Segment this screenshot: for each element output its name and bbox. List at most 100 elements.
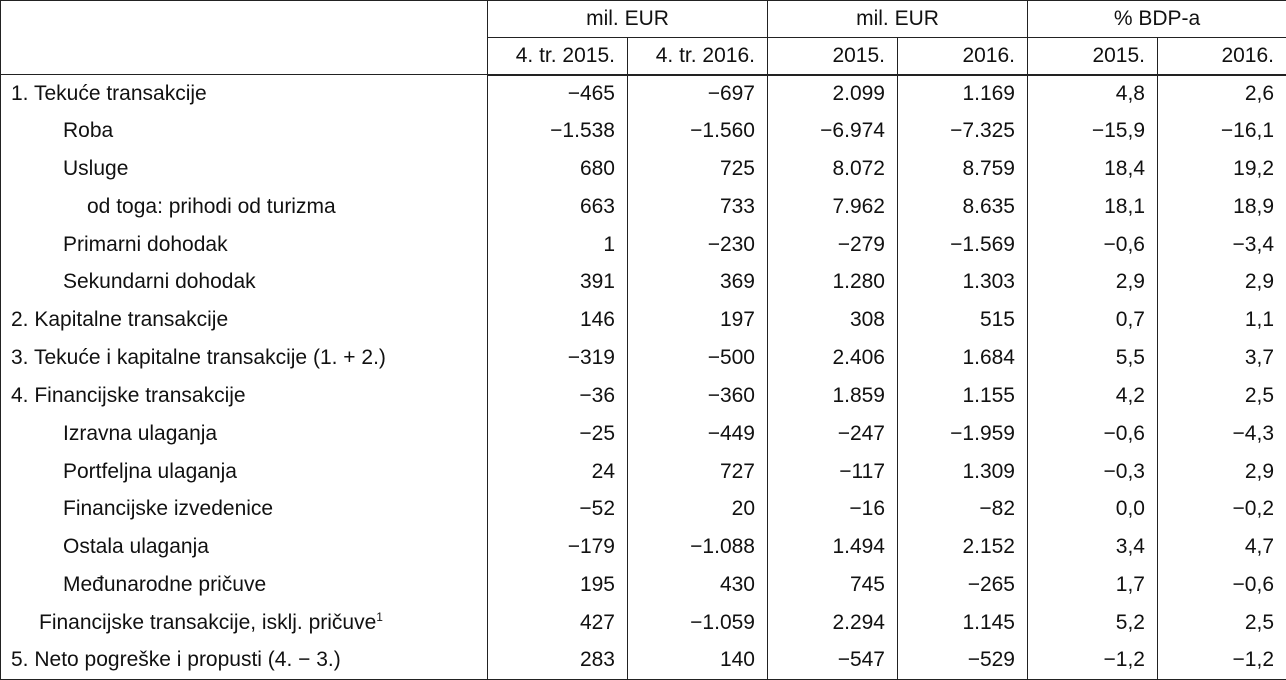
- value-cell: 2,6: [1156, 74, 1286, 113]
- value-cell: 2,9: [1027, 263, 1158, 302]
- value-cell: 2.152: [897, 528, 1028, 567]
- value-cell: −0,6: [1027, 414, 1158, 453]
- column-header-row: 4. tr. 2015. 4. tr. 2016. 2015. 2016. 2015. 2…: [1, 37, 1286, 76]
- group-header: mil. EUR: [767, 0, 1028, 38]
- row-label: 1. Tekuće transakcije: [0, 74, 488, 113]
- value-cell: −0,2: [1156, 490, 1286, 529]
- value-cell: 1,7: [1027, 566, 1158, 604]
- row-label-text: Međunarodne pričuve: [63, 572, 267, 596]
- value-cell: −360: [627, 377, 768, 415]
- table-body: 1. Tekuće transakcije −465 −697 2.099 1.169 4…: [0, 74, 1286, 680]
- value-cell: −117: [767, 452, 898, 491]
- table-row: od toga: prihodi od turizma 663 733 7.962 8.…: [0, 187, 1286, 226]
- row-label: Sekundarni dohodak: [0, 263, 488, 302]
- value-cell: 2.406: [767, 339, 898, 377]
- row-label-text: Roba: [63, 119, 114, 143]
- table-row: 5. Neto pogreške i propusti (4. − 3.) 283…: [0, 641, 1286, 680]
- value-cell: −52: [487, 490, 628, 529]
- value-cell: 3,7: [1156, 339, 1286, 377]
- column-header: 4. tr. 2016.: [627, 37, 768, 76]
- column-header: 2016.: [897, 37, 1028, 76]
- value-cell: −15,9: [1027, 112, 1158, 151]
- value-cell: 1.494: [767, 528, 898, 567]
- value-cell: −0,6: [1027, 225, 1158, 264]
- value-cell: 2,5: [1156, 377, 1286, 415]
- table-row: 4. Financijske transakcije −36 −360 1.859 1.…: [0, 377, 1286, 415]
- value-cell: −529: [897, 641, 1028, 680]
- table-row: Roba −1.538 −1.560 −6.974 −7.325 −15,9 −16,1: [0, 112, 1286, 151]
- value-cell: −0,6: [1156, 566, 1286, 604]
- value-cell: 24: [487, 452, 628, 491]
- value-cell: −1.560: [627, 112, 768, 151]
- value-cell: 1.309: [897, 452, 1028, 491]
- row-label-text: 1. Tekuće transakcije: [11, 81, 207, 105]
- value-cell: 2.099: [767, 74, 898, 113]
- value-cell: −16,1: [1156, 112, 1286, 151]
- value-cell: 2,9: [1156, 452, 1286, 491]
- value-cell: −500: [627, 339, 768, 377]
- row-label-text: Usluge: [63, 157, 129, 181]
- value-cell: −36: [487, 377, 628, 415]
- value-cell: 680: [487, 150, 628, 188]
- table-row: Međunarodne pričuve 195 430 745 −265 1,7 −0,6: [0, 566, 1286, 604]
- row-label-text: 4. Financijske transakcije: [11, 383, 246, 407]
- table-row: Sekundarni dohodak 391 369 1.280 1.303 2,9 2,9: [0, 263, 1286, 302]
- column-header: 4. tr. 2015.: [487, 37, 628, 76]
- table-row: Primarni dohodak 1 −230 −279 −1.569 −0,6 −3,4: [0, 225, 1286, 264]
- value-cell: 0,7: [1027, 301, 1158, 340]
- value-cell: 140: [627, 641, 768, 680]
- row-label: Roba: [0, 112, 488, 151]
- value-cell: 18,4: [1027, 150, 1158, 188]
- row-label: 4. Financijske transakcije: [0, 377, 488, 415]
- table-row: Financijske izvedenice −52 20 −16 −82 0,0 −0,2: [0, 490, 1286, 529]
- value-cell: 0,0: [1027, 490, 1158, 529]
- row-label-text: Sekundarni dohodak: [63, 270, 256, 294]
- value-cell: 427: [487, 603, 628, 642]
- value-cell: 5,5: [1027, 339, 1158, 377]
- row-label: od toga: prihodi od turizma: [0, 187, 488, 226]
- value-cell: 4,2: [1027, 377, 1158, 415]
- value-cell: 2,5: [1156, 603, 1286, 642]
- value-cell: 146: [487, 301, 628, 340]
- row-label-text: 5. Neto pogreške i propusti (4. − 3.): [11, 648, 341, 672]
- value-cell: 4,7: [1156, 528, 1286, 567]
- value-cell: −82: [897, 490, 1028, 529]
- row-label-text: Financijske izvedenice: [63, 497, 274, 521]
- value-cell: 2,9: [1156, 263, 1286, 302]
- value-cell: −230: [627, 225, 768, 264]
- value-cell: 5,2: [1027, 603, 1158, 642]
- value-cell: −4,3: [1156, 414, 1286, 453]
- value-cell: −319: [487, 339, 628, 377]
- row-label: 5. Neto pogreške i propusti (4. − 3.): [0, 641, 488, 680]
- table-row: 1. Tekuće transakcije −465 −697 2.099 1.169 4…: [0, 74, 1286, 113]
- value-cell: −697: [627, 74, 768, 113]
- value-cell: 308: [767, 301, 898, 340]
- value-cell: 195: [487, 566, 628, 604]
- value-cell: −6.974: [767, 112, 898, 151]
- value-cell: −1,2: [1027, 641, 1158, 680]
- value-cell: −1,2: [1156, 641, 1286, 680]
- table-row: Ostala ulaganja −179 −1.088 1.494 2.152 3,4 4,…: [0, 528, 1286, 567]
- value-cell: −1.059: [627, 603, 768, 642]
- row-label: Primarni dohodak: [0, 225, 488, 264]
- value-cell: 515: [897, 301, 1028, 340]
- row-label: Portfeljna ulaganja: [0, 452, 488, 491]
- value-cell: −449: [627, 414, 768, 453]
- value-cell: 727: [627, 452, 768, 491]
- value-cell: 430: [627, 566, 768, 604]
- value-cell: 8.072: [767, 150, 898, 188]
- value-cell: −279: [767, 225, 898, 264]
- row-label-text: 3. Tekuće i kapitalne transakcije (1. + …: [11, 346, 386, 370]
- value-cell: 2.294: [767, 603, 898, 642]
- row-label: 3. Tekuće i kapitalne transakcije (1. + …: [0, 339, 488, 377]
- value-cell: 1: [487, 225, 628, 264]
- value-cell: 1,1: [1156, 301, 1286, 340]
- value-cell: 197: [627, 301, 768, 340]
- column-header: 2016.: [1156, 37, 1286, 76]
- value-cell: −1.088: [627, 528, 768, 567]
- table-row: 2. Kapitalne transakcije 146 197 308 515 0,7 1…: [0, 301, 1286, 340]
- row-label: Izravna ulaganja: [0, 414, 488, 453]
- value-cell: −1.959: [897, 414, 1028, 453]
